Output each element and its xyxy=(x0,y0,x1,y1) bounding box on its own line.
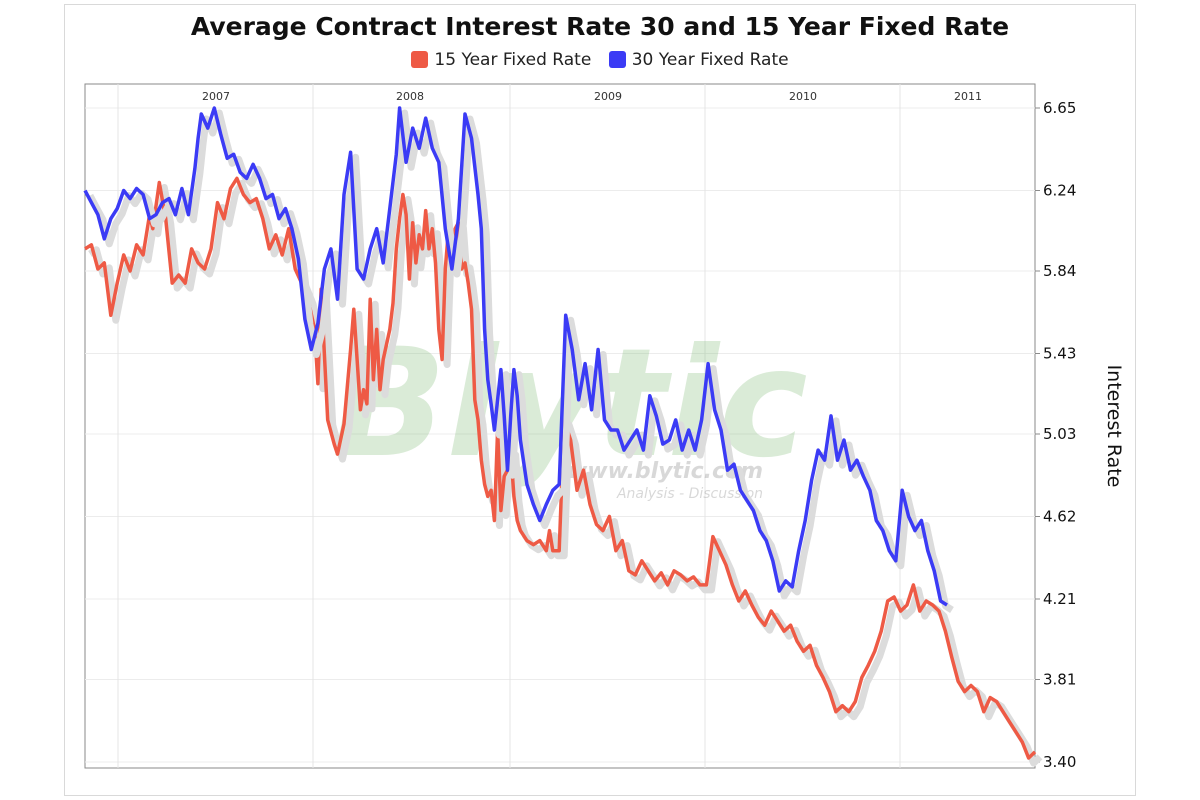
legend-swatch-30-year xyxy=(608,51,626,68)
y-tick-label: 3.40 xyxy=(1043,753,1076,771)
y-tick-label: 5.43 xyxy=(1043,345,1076,363)
legend: 15 Year Fixed Rate 30 Year Fixed Rate xyxy=(0,50,1200,70)
legend-item-30-year[interactable]: 30 Year Fixed Rate xyxy=(608,50,789,70)
series-line-30-year xyxy=(83,106,948,607)
watermark-tagline: Analysis - Discussion xyxy=(616,486,763,502)
legend-swatch-15-year xyxy=(411,51,429,68)
chart-title: Average Contract Interest Rate 30 and 15… xyxy=(190,12,1010,41)
x-tick-label: 2007 xyxy=(202,90,230,103)
legend-label-30-year: 30 Year Fixed Rate xyxy=(631,50,789,70)
y-tick-label: 4.21 xyxy=(1043,590,1076,608)
legend-label-15-year: 15 Year Fixed Rate xyxy=(434,50,592,70)
y-tick-label: 3.81 xyxy=(1043,670,1076,688)
y-tick-label: 4.62 xyxy=(1043,507,1076,525)
y-axis-title: Interest Rate xyxy=(1103,365,1125,488)
x-tick-label: 2008 xyxy=(396,90,424,103)
y-tick-label: 6.24 xyxy=(1043,182,1076,200)
y-tick-label: 5.03 xyxy=(1043,425,1076,443)
y-tick-label: 6.65 xyxy=(1043,99,1076,117)
legend-item-15-year[interactable]: 15 Year Fixed Rate xyxy=(411,50,591,70)
series-shadow-0 xyxy=(88,179,1043,767)
x-tick-label: 2009 xyxy=(594,90,622,103)
x-tick-label: 2010 xyxy=(789,90,817,103)
x-tick-label: 2011 xyxy=(954,90,982,103)
y-tick-label: 5.84 xyxy=(1043,262,1076,280)
series-line-15-year xyxy=(84,176,1037,760)
